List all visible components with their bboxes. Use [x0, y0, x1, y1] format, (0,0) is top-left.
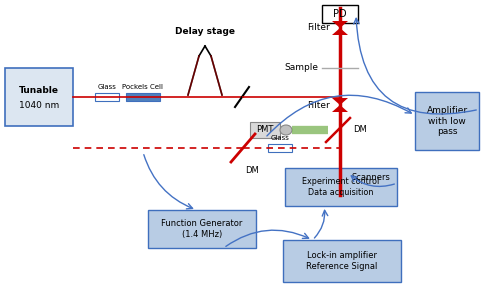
Text: Experiment control
Data acquisition: Experiment control Data acquisition [302, 177, 379, 197]
Bar [283, 240, 401, 282]
Text: Function Generator
(1.4 MHz): Function Generator (1.4 MHz) [161, 219, 242, 239]
Text: Tunable: Tunable [19, 86, 59, 94]
Bar [5, 68, 73, 126]
Text: Glass: Glass [271, 135, 289, 141]
Polygon shape [332, 21, 348, 28]
Bar [268, 144, 292, 152]
Polygon shape [332, 98, 348, 105]
Text: Lock-in amplifier
Reference Signal: Lock-in amplifier Reference Signal [306, 251, 378, 271]
Text: Amplifier
with low
pass: Amplifier with low pass [426, 106, 468, 136]
Ellipse shape [333, 173, 347, 183]
Ellipse shape [280, 125, 292, 135]
Text: PD: PD [333, 9, 347, 19]
Text: Pockels Cell: Pockels Cell [122, 84, 164, 90]
Bar [126, 93, 160, 101]
Bar [148, 210, 256, 248]
Text: Delay stage: Delay stage [175, 27, 235, 36]
Text: Filter: Filter [307, 24, 330, 33]
Bar [285, 168, 397, 206]
Bar [95, 93, 119, 101]
Polygon shape [332, 105, 348, 112]
Bar [322, 5, 358, 23]
Bar [415, 92, 479, 150]
Text: Glass: Glass [98, 84, 117, 90]
Bar [250, 122, 280, 138]
Text: Scanners: Scanners [352, 173, 391, 183]
Text: Sample: Sample [284, 63, 318, 73]
Text: PMT: PMT [257, 126, 273, 134]
Text: DM: DM [353, 126, 367, 134]
Polygon shape [332, 28, 348, 35]
Text: Filter: Filter [307, 101, 330, 109]
Text: DM: DM [245, 166, 259, 175]
Text: 1040 nm: 1040 nm [19, 101, 59, 110]
